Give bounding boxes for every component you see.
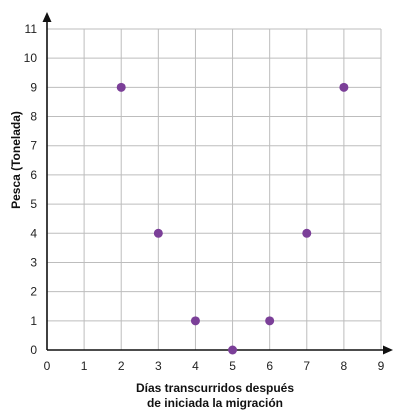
- axes: [42, 12, 393, 355]
- y-tick-label: 7: [30, 139, 37, 153]
- data-point: [190, 316, 200, 326]
- y-tick-label: 11: [25, 22, 38, 36]
- y-tick-label: 2: [30, 285, 37, 299]
- y-tick-label: 9: [30, 80, 37, 94]
- y-tick-labels: 0 1 2 3 4 5 6 7 8 9 10 11: [24, 22, 38, 357]
- data-point: [116, 82, 126, 92]
- x-tick-label: 1: [81, 359, 88, 373]
- x-tick-label: 9: [378, 359, 385, 373]
- y-tick-label: 8: [30, 110, 37, 124]
- x-tick-label: 2: [118, 359, 125, 373]
- data-points: [116, 82, 349, 355]
- x-tick-label: 3: [155, 359, 162, 373]
- y-tick-label: 6: [30, 168, 37, 182]
- x-tick-label: 5: [229, 359, 236, 373]
- y-tick-label: 1: [30, 314, 37, 328]
- x-axis-arrow-icon: [383, 345, 393, 355]
- x-tick-label: 7: [303, 359, 310, 373]
- data-point: [339, 82, 349, 92]
- x-tick-label: 8: [341, 359, 348, 373]
- data-point: [302, 228, 312, 238]
- data-point: [265, 316, 275, 326]
- x-tick-labels: 0 1 2 3 4 5 6 7 8 9: [44, 359, 385, 373]
- y-tick-label: 5: [30, 197, 37, 211]
- y-tick-label: 4: [30, 226, 37, 240]
- y-axis-title: Pesca (Tonelada): [9, 111, 23, 209]
- x-axis-title-line-1: Días transcurridos después: [136, 381, 294, 395]
- x-tick-label: 6: [266, 359, 273, 373]
- data-point: [228, 345, 238, 355]
- data-point: [153, 228, 163, 238]
- y-tick-label: 10: [24, 51, 38, 65]
- grid: [47, 28, 382, 350]
- x-axis-title-line-2: de iniciada la migración: [147, 396, 283, 410]
- y-axis-arrow-icon: [42, 12, 52, 22]
- y-tick-label: 3: [30, 255, 37, 269]
- x-tick-label: 4: [192, 359, 199, 373]
- y-tick-label: 0: [30, 343, 37, 357]
- x-tick-label: 0: [44, 359, 51, 373]
